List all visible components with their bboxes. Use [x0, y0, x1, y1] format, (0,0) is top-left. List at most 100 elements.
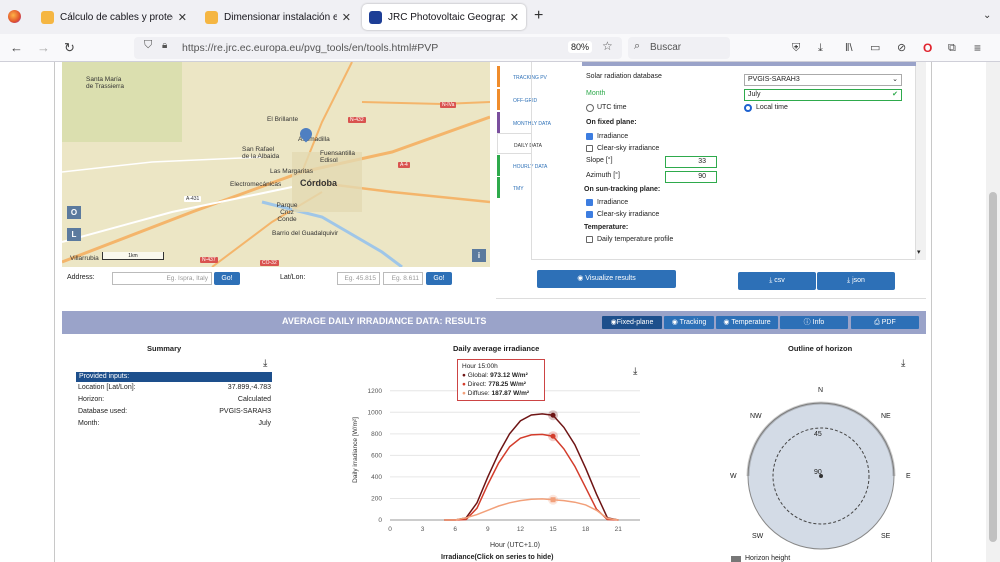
tab-daily-data[interactable]: DAILY DATA	[497, 133, 542, 154]
shield-icon[interactable]: ⛉	[144, 39, 153, 51]
bookmark-star-icon[interactable]: ☆	[602, 39, 613, 53]
temperature-button[interactable]: ◉ Temperature	[716, 316, 778, 329]
tab-monthly-data[interactable]: MONTHLY DATA	[497, 112, 551, 133]
db-value: PVGIS-SARAH3	[748, 76, 800, 83]
summary-download-icon[interactable]: ⤓	[263, 358, 268, 369]
clear-sky-checkbox[interactable]	[586, 145, 593, 152]
horizon-download-icon[interactable]: ⤓	[901, 358, 906, 369]
opera-icon[interactable]: O	[923, 41, 933, 55]
back-icon[interactable]: ←	[10, 40, 23, 55]
new-tab-button[interactable]: +	[534, 7, 544, 24]
extensions-icon[interactable]: ⧉	[948, 42, 956, 54]
eye-icon: ◉	[577, 275, 586, 282]
pdf-button[interactable]: ⎙ PDF	[851, 316, 919, 329]
tab-list-icon[interactable]: ⌄	[983, 10, 992, 21]
form-scrollbar[interactable]: ▾	[916, 62, 926, 260]
horizon-legend-swatch	[731, 556, 741, 562]
tab-off-grid[interactable]: OFF-GRID	[497, 89, 537, 110]
y-tick-label: 1000	[368, 409, 383, 416]
eye-icon: ◉	[610, 319, 617, 326]
utc-time-radio[interactable]	[586, 104, 594, 112]
csv-download-button[interactable]: ⤓ csv	[738, 272, 816, 290]
close-icon[interactable]: ✕	[341, 11, 351, 24]
tab-tmy[interactable]: TMY	[497, 177, 531, 198]
search-input[interactable]: ⌕ Buscar	[628, 37, 730, 59]
tab-tracking-pv[interactable]: TRACKING PV	[497, 66, 547, 87]
url-bar[interactable]: ⛉ 🔒︎ https://re.jrc.ec.europa.eu/pvg_too…	[134, 37, 622, 59]
azimuth-input[interactable]: 90	[665, 171, 717, 183]
download-icon: ⤓	[769, 277, 775, 284]
summary-header-label: Provided inputs:	[79, 373, 130, 380]
summary-value: PVGIS-SARAH3	[219, 408, 271, 415]
road-label: A-4	[398, 162, 410, 168]
fixed-plane-button[interactable]: ◉Fixed-plane	[602, 316, 662, 329]
info-button[interactable]: ⓘ Info	[780, 316, 848, 329]
scroll-thumb[interactable]	[989, 192, 997, 542]
close-icon[interactable]: ✕	[177, 11, 187, 24]
check-icon: ✔	[892, 91, 898, 98]
tracking-irradiance-checkbox[interactable]	[586, 199, 593, 206]
reload-icon[interactable]: ↻	[64, 40, 75, 55]
block-icon[interactable]: ⊘	[897, 42, 907, 54]
db-select[interactable]: PVGIS-SARAH3 ⌄	[744, 74, 902, 86]
pocket-icon[interactable]: ⛨	[792, 42, 801, 54]
visualize-results-button[interactable]: ◉ Visualize results	[537, 270, 676, 288]
page-icon	[41, 10, 54, 24]
road-label: N-432	[348, 117, 366, 123]
visualize-label: Visualize results	[585, 275, 636, 282]
info-icon: ⓘ	[803, 319, 813, 326]
utc-time-label: UTC time	[597, 104, 627, 111]
horizon-dir-n: N	[818, 387, 824, 394]
map[interactable]: Santa María de Trassierra El Brillante A…	[62, 62, 490, 267]
chart-download-icon[interactable]: ⤓	[633, 366, 638, 377]
sidebar-icon[interactable]: ▭	[870, 42, 881, 54]
json-download-button[interactable]: ⤓ json	[817, 272, 895, 290]
eu-flag-icon	[369, 10, 382, 24]
url-text[interactable]: https://re.jrc.ec.europa.eu/pvg_tools/en…	[182, 42, 439, 54]
chevron-down-icon: ⌄	[892, 76, 898, 83]
latlon-go-button[interactable]: Go!	[426, 272, 452, 285]
temperature-checkbox[interactable]	[586, 236, 593, 243]
local-time-radio[interactable]	[744, 104, 752, 112]
tracking-clear-sky-checkbox[interactable]	[586, 211, 593, 218]
tab-1[interactable]: Cálculo de cables y proteccione ✕	[34, 4, 194, 30]
summary-value: July	[258, 420, 271, 427]
menu-icon[interactable]: ≡	[974, 41, 982, 55]
map-label: Electromecánicas	[230, 181, 282, 188]
download-icon[interactable]: ⤓	[818, 42, 823, 54]
azimuth-value: 90	[698, 173, 706, 180]
tracking-button[interactable]: ◉ Tracking	[664, 316, 714, 329]
tooltip-direct: ● Direct: 778.25 W/m²	[462, 381, 526, 388]
tab-3-active[interactable]: JRC Photovoltaic Geographical I ✕	[362, 4, 526, 30]
lat-input[interactable]: Eg. 45.815	[337, 272, 380, 285]
address-go-button[interactable]: Go!	[214, 272, 240, 285]
map-label: Las Margaritas	[270, 168, 313, 175]
irradiance-chart[interactable]: 0 200 400 600 800 1000 1200 0 3 6 9 12 15 18 21 Hour (U…	[340, 355, 650, 555]
month-select[interactable]: July ✔	[744, 89, 902, 101]
close-icon[interactable]: ✕	[509, 11, 519, 24]
x-axis-label: Hour (UTC+1.0)	[490, 542, 540, 549]
chart-legend-title[interactable]: Irradiance(Click on series to hide)	[441, 554, 554, 561]
firefox-icon[interactable]	[8, 10, 21, 23]
x-tick-label: 3	[421, 526, 425, 533]
lock-icon[interactable]: 🔒︎	[162, 40, 168, 51]
forward-icon[interactable]: →	[37, 40, 50, 55]
lon-input[interactable]: Eg. 8.611	[383, 272, 423, 285]
map-info-button[interactable]: i	[472, 249, 486, 262]
map-layer-l-button[interactable]: L	[67, 228, 81, 241]
tracking-clear-sky-label: Clear-sky irradiance	[597, 211, 660, 218]
library-icon[interactable]: ‖\	[845, 42, 853, 54]
tab-2[interactable]: Dimensionar instalación este o ✕	[198, 4, 358, 30]
slope-input[interactable]: 33	[665, 156, 717, 168]
y-tick-label: 200	[371, 495, 382, 502]
map-label: Santa María de Trassierra	[86, 76, 124, 90]
tab-hourly-data[interactable]: HOURLY DATA	[497, 155, 547, 176]
series-line-diffuse	[444, 498, 619, 521]
irradiance-checkbox[interactable]	[586, 133, 593, 140]
scrollbar[interactable]	[986, 62, 1000, 562]
map-layer-o-button[interactable]: O	[67, 206, 81, 219]
chart-tooltip: Hour 15:00h ● Global: 973.12 W/m² ● Dire…	[457, 359, 545, 401]
form-scroll-down-icon[interactable]: ▾	[917, 249, 921, 256]
address-input[interactable]: Eg. Ispra, Italy	[112, 272, 212, 285]
zoom-level[interactable]: 80%	[568, 41, 593, 53]
